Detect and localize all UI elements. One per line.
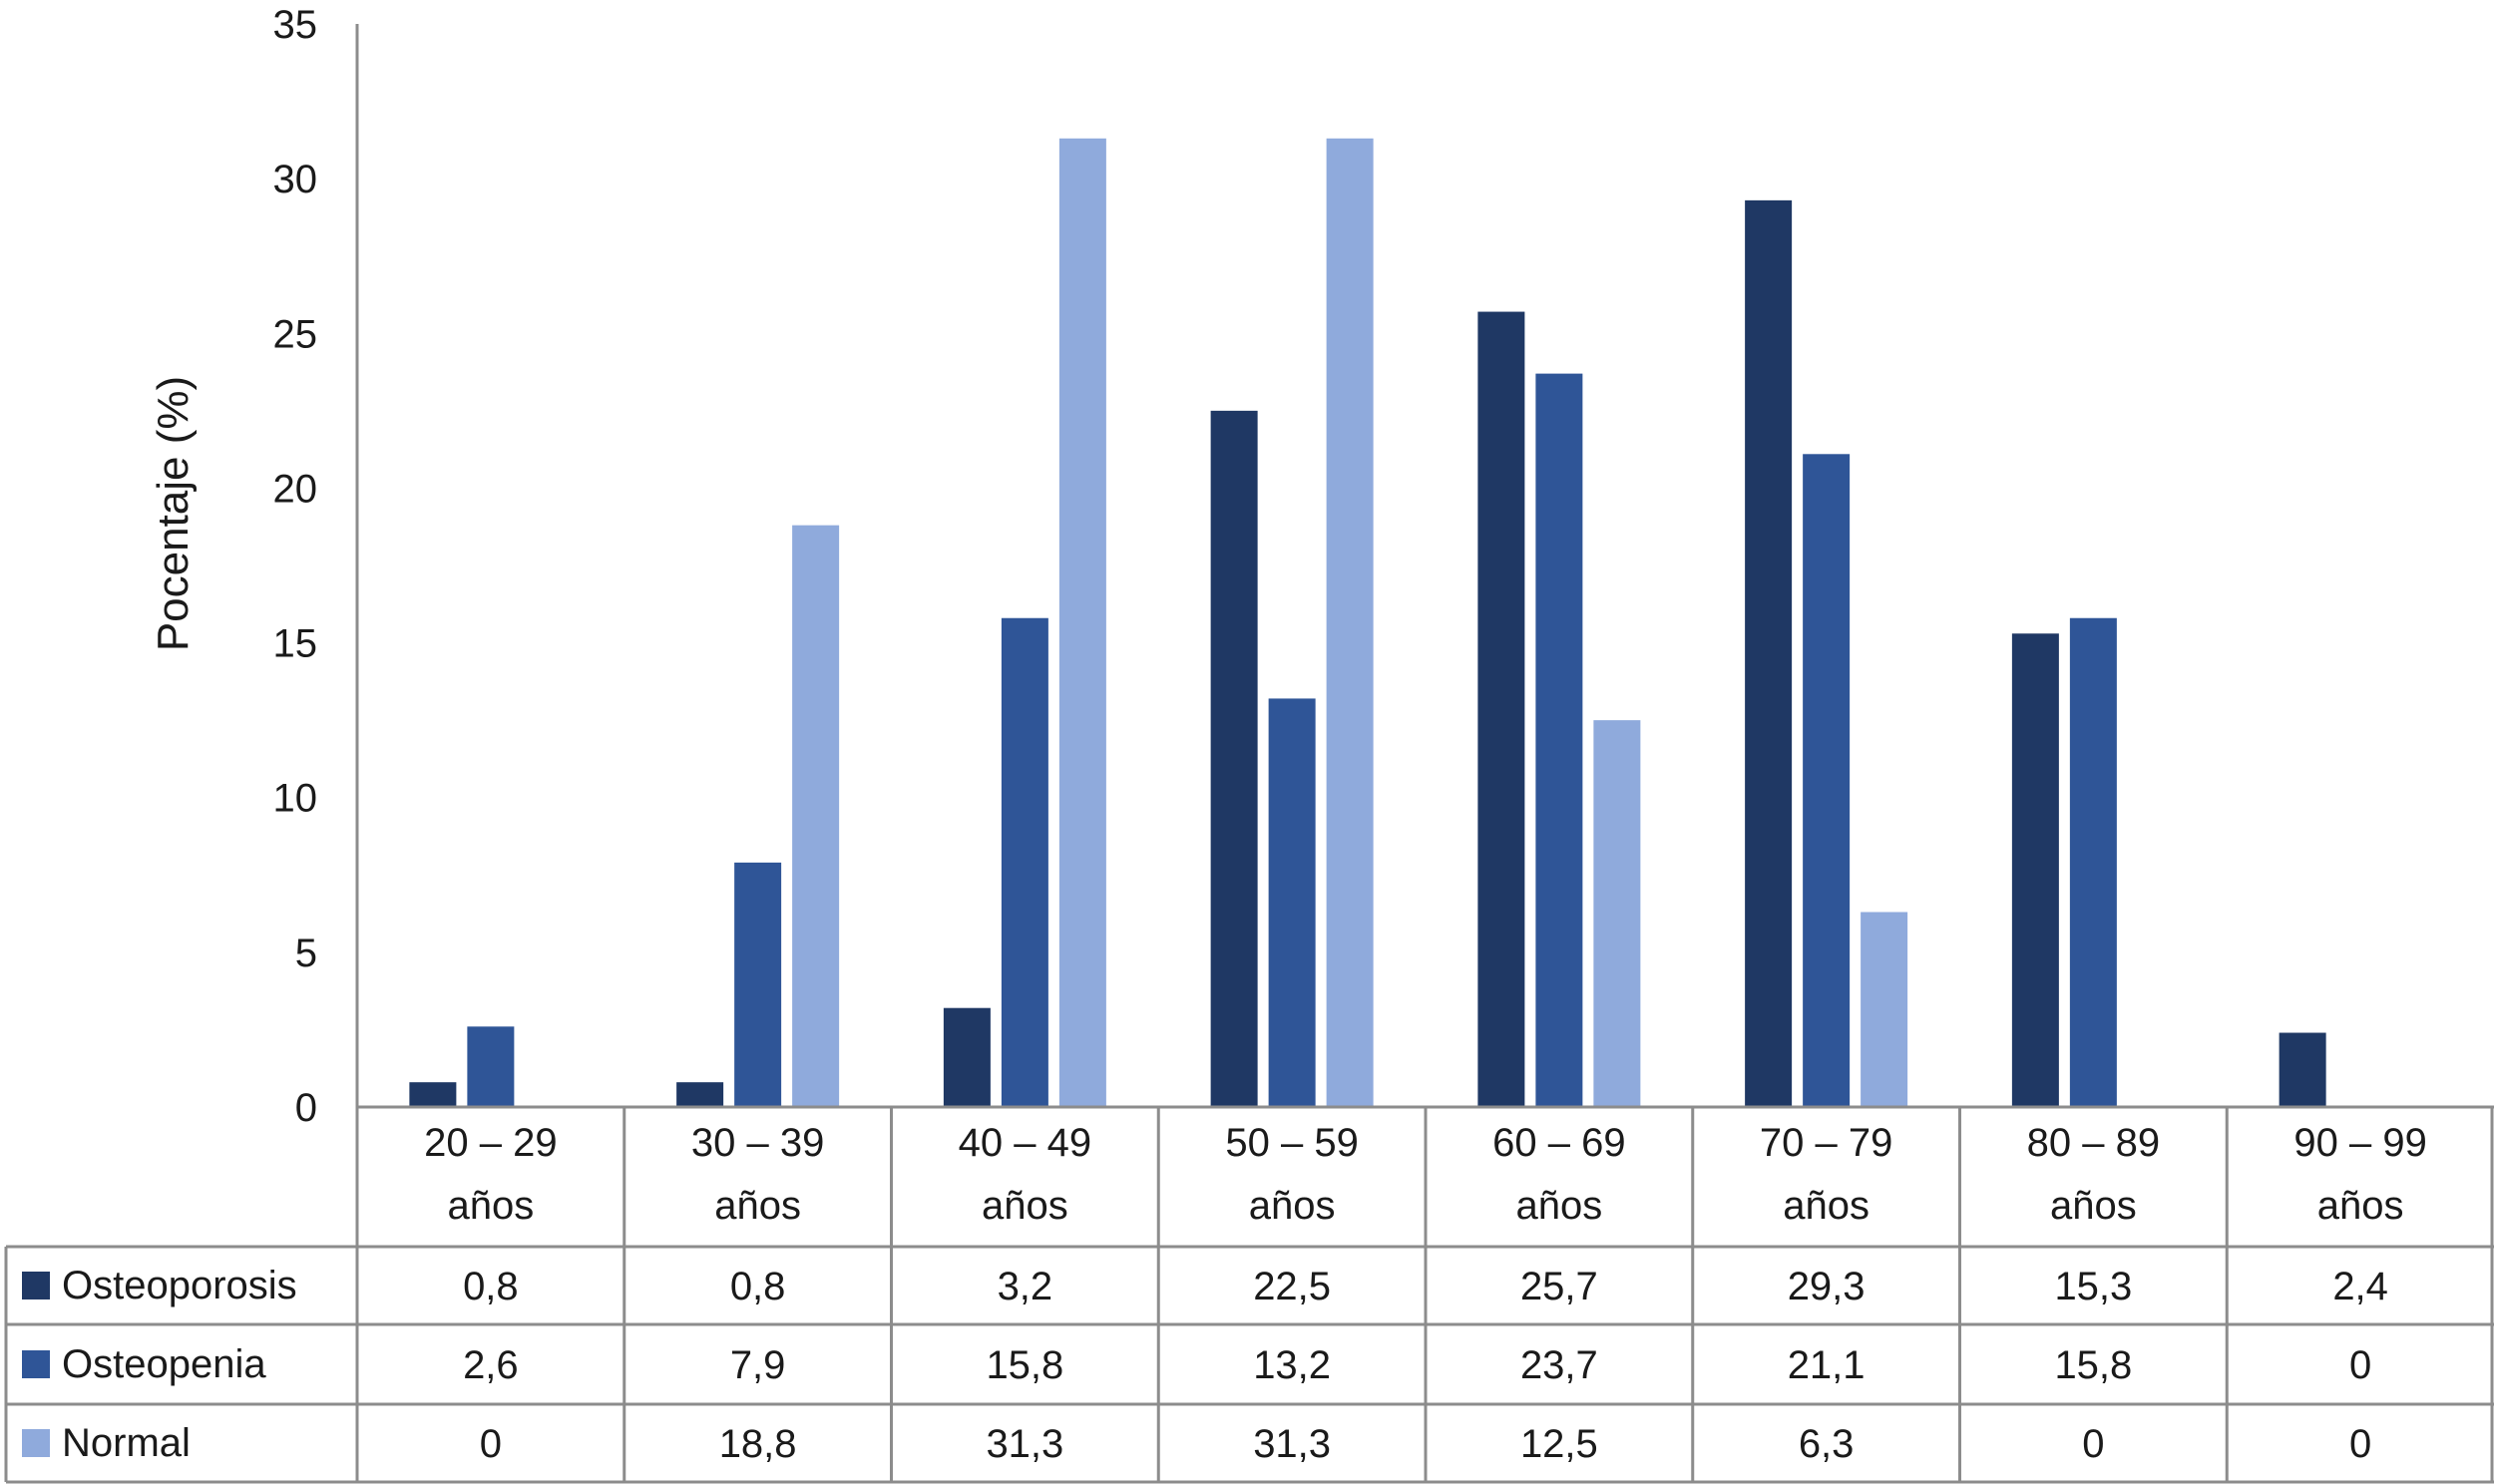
data-label-normal: 12,5 [1520,1422,1598,1466]
x-tick-label: años [2050,1184,2137,1228]
y-tick-label: 25 [273,312,318,356]
bar-osteopenia-3 [1268,698,1316,1107]
data-label-osteopenia: 0 [2349,1343,2371,1387]
data-table: 20 – 29 años 30 – 39 años 40 – 49 años 50 – 59… [4,1105,2494,1484]
x-tick-label: años [1516,1184,1603,1228]
data-label-osteopenia: 7,9 [730,1343,786,1387]
x-tick-label: 40 – 49 [959,1121,1091,1165]
data-label-osteoporosis: 0,8 [730,1265,786,1308]
bar-osteoporosis-7 [2279,1032,2326,1107]
bar-normal-4 [1593,720,1641,1107]
bar-osteoporosis-5 [1745,199,1793,1107]
x-tick-label: años [448,1184,535,1228]
legend-key-osteopenia [22,1350,50,1378]
data-label-osteoporosis: 3,2 [998,1265,1053,1308]
x-tick-label: años [982,1184,1068,1228]
legend-label-osteopenia: Osteopenia [62,1342,266,1386]
legend-key-normal [22,1429,50,1457]
bar-osteoporosis-4 [1477,311,1525,1108]
bar-osteopenia-1 [734,862,782,1107]
bar-osteoporosis-3 [1210,410,1258,1107]
x-tick-label: años [1249,1184,1336,1228]
data-label-osteoporosis: 22,5 [1253,1265,1331,1308]
bar-normal-1 [792,525,840,1107]
data-label-normal: 6,3 [1799,1422,1855,1466]
bar-normal-2 [1058,138,1106,1107]
x-tick-label: 20 – 29 [424,1121,557,1165]
data-label-osteoporosis: 25,7 [1520,1265,1598,1308]
data-label-osteoporosis: 15,3 [2054,1265,2132,1308]
bar-normal-3 [1326,138,1374,1107]
y-tick-label: 20 [273,467,318,511]
x-tick-label: 90 – 99 [2293,1121,2426,1165]
x-tick-label: 80 – 89 [2027,1121,2160,1165]
y-tick-label: 5 [295,931,317,975]
y-tick-label: 10 [273,777,318,821]
bars [409,138,2326,1108]
legend-key-osteoporosis [22,1272,50,1299]
x-tick-label: años [1783,1184,1870,1228]
x-tick-label: 50 – 59 [1225,1121,1358,1165]
x-tick-label: 70 – 79 [1760,1121,1892,1165]
y-axis-label: Pocentaje (%) [149,376,198,651]
legend-label-normal: Normal [62,1421,191,1465]
data-label-normal: 18,8 [719,1422,797,1466]
bar-osteopenia-4 [1535,373,1583,1107]
bar-osteoporosis-6 [2011,633,2059,1107]
bar-osteopenia-0 [467,1026,515,1107]
data-label-normal: 31,3 [1253,1422,1331,1466]
data-label-normal: 0 [480,1422,502,1466]
data-label-osteoporosis: 0,8 [463,1265,519,1308]
y-tick-label: 15 [273,622,318,666]
bar-normal-5 [1861,912,1908,1107]
data-label-osteopenia: 2,6 [463,1343,519,1387]
x-tick-label: años [2317,1184,2404,1228]
y-axis: 0 5 10 15 20 25 30 35 [273,3,359,1482]
y-tick-label: 35 [273,3,318,47]
bar-osteoporosis-0 [409,1082,457,1107]
bar-osteopenia-6 [2069,617,2117,1107]
legend-label-osteoporosis: Osteoporosis [62,1264,297,1307]
data-label-normal: 0 [2082,1422,2104,1466]
bar-osteoporosis-2 [943,1007,991,1107]
data-label-normal: 31,3 [986,1422,1063,1466]
x-tick-label: años [714,1184,801,1228]
data-label-osteopenia: 15,8 [986,1343,1063,1387]
data-label-osteopenia: 13,2 [1253,1343,1331,1387]
x-tick-label: 60 – 69 [1492,1121,1625,1165]
x-tick-label: 30 – 39 [691,1121,824,1165]
data-label-normal: 0 [2349,1422,2371,1466]
bar-osteopenia-5 [1803,454,1851,1108]
bar-osteoporosis-1 [676,1082,724,1107]
data-label-osteopenia: 21,1 [1788,1343,1866,1387]
data-label-osteoporosis: 29,3 [1788,1265,1866,1308]
data-label-osteopenia: 23,7 [1520,1343,1598,1387]
bar-osteopenia-2 [1001,617,1048,1107]
data-label-osteoporosis: 2,4 [2332,1265,2388,1308]
data-label-osteopenia: 15,8 [2054,1343,2132,1387]
y-tick-label: 0 [295,1086,317,1130]
y-tick-label: 30 [273,158,318,201]
